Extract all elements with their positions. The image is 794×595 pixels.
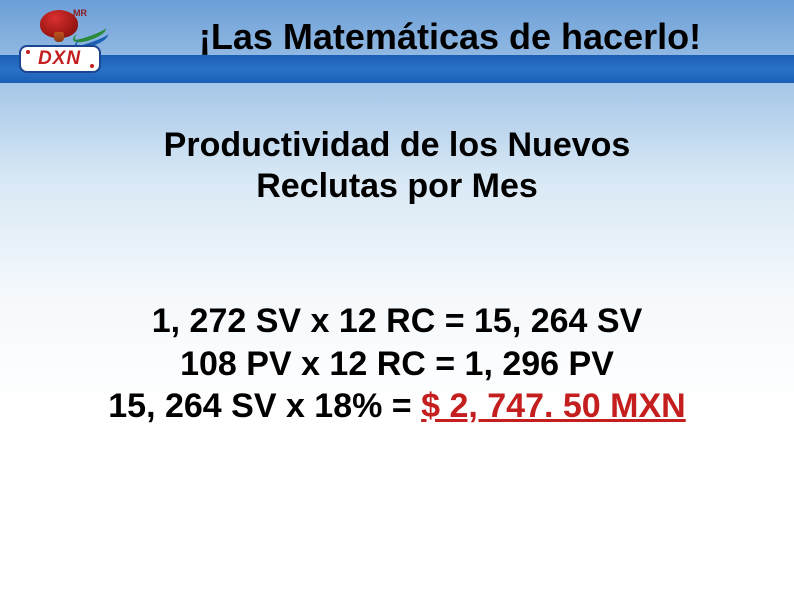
calc-result-value: $ 2, 747. 50 MXN — [421, 387, 686, 425]
subtitle-line-1: Productividad de los Nuevos — [164, 126, 631, 164]
calc-line-sv: 1, 272 SV x 12 RC = 15, 264 SV — [0, 300, 794, 343]
logo-mushroom-icon: MR — [32, 8, 87, 43]
dxn-logo: MR DXN — [12, 8, 107, 83]
calc-line-pv: 108 PV x 12 RC = 1, 296 PV — [0, 343, 794, 386]
calc-result-prefix: 15, 264 SV x 18% = — [108, 387, 421, 425]
logo-registered-mark: MR — [73, 8, 87, 18]
slide-title: ¡Las Matemáticas de hacerlo! — [130, 16, 770, 58]
calc-line-result: 15, 264 SV x 18% = $ 2, 747. 50 MXN — [0, 385, 794, 428]
subtitle-line-2: Reclutas por Mes — [256, 167, 538, 205]
calculation-block: 1, 272 SV x 12 RC = 15, 264 SV 108 PV x … — [0, 300, 794, 428]
slide-subtitle: Productividad de los Nuevos Reclutas por… — [0, 125, 794, 207]
header-blue-band — [0, 55, 794, 83]
logo-brand-text: DXN — [38, 48, 81, 70]
logo-text-box: DXN — [19, 45, 101, 73]
